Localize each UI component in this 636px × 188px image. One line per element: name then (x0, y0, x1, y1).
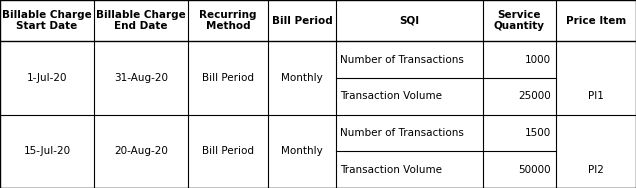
Text: Transaction Volume: Transaction Volume (340, 91, 441, 101)
Text: 20-Aug-20: 20-Aug-20 (114, 146, 168, 156)
Text: 1500: 1500 (525, 128, 551, 138)
Text: 15-Jul-20: 15-Jul-20 (24, 146, 71, 156)
Text: Bill Period: Bill Period (272, 16, 333, 26)
Text: Monthly: Monthly (281, 146, 323, 156)
Text: Transaction Volume: Transaction Volume (340, 165, 441, 175)
Text: Billable Charge
End Date: Billable Charge End Date (96, 10, 186, 31)
Text: Bill Period: Bill Period (202, 73, 254, 83)
Text: SQI: SQI (399, 16, 420, 26)
Text: Number of Transactions: Number of Transactions (340, 55, 464, 65)
Text: 25000: 25000 (518, 91, 551, 101)
Text: 50000: 50000 (518, 165, 551, 175)
Text: Price Item: Price Item (566, 16, 626, 26)
Text: 1-Jul-20: 1-Jul-20 (27, 73, 67, 83)
Text: PI2: PI2 (588, 165, 604, 175)
Text: PI1: PI1 (588, 91, 604, 101)
Text: Billable Charge
Start Date: Billable Charge Start Date (2, 10, 92, 31)
Text: Service
Quantity: Service Quantity (494, 10, 545, 31)
Text: Recurring
Method: Recurring Method (199, 10, 257, 31)
Text: 31-Aug-20: 31-Aug-20 (114, 73, 168, 83)
Text: Bill Period: Bill Period (202, 146, 254, 156)
Text: 1000: 1000 (525, 55, 551, 65)
Text: Monthly: Monthly (281, 73, 323, 83)
Text: Number of Transactions: Number of Transactions (340, 128, 464, 138)
